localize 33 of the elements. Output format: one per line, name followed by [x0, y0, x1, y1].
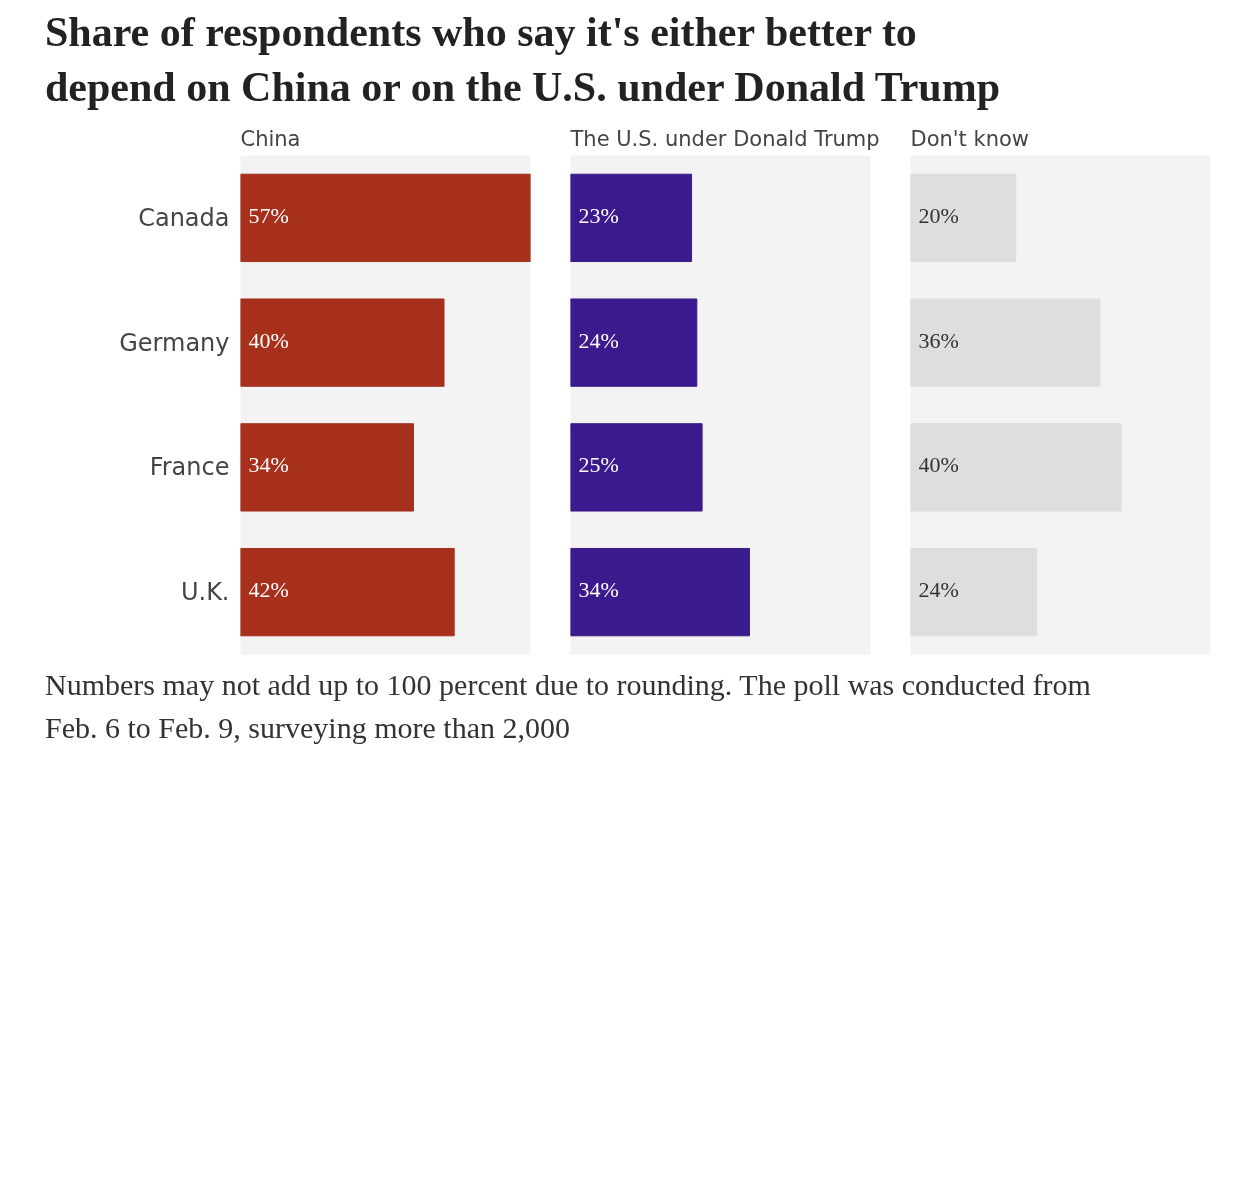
bar — [910, 423, 1122, 512]
data-label: 36% — [918, 327, 959, 353]
y-tick-label: U.K. — [180, 578, 230, 607]
data-label: 40% — [248, 327, 289, 353]
bar — [570, 423, 703, 512]
data-label: 25% — [578, 452, 619, 478]
bar — [570, 548, 750, 637]
bar — [570, 173, 693, 263]
chart-subtitle: Don't know — [910, 126, 1030, 151]
chart-subtitle: The U.S. under Donald Trump — [569, 126, 880, 151]
bar — [570, 298, 698, 387]
chart-title: Share of respondents who say it's either better to depend on China or on the U.S. under Donald Trump — [45, 8, 1001, 112]
data-label: 24% — [918, 577, 959, 603]
data-label: 42% — [248, 577, 289, 603]
data-label: 20% — [918, 203, 959, 229]
bar — [910, 173, 1017, 263]
y-tick-label: Canada — [138, 204, 230, 233]
chart-subtitle: China — [240, 126, 301, 151]
data-label: 24% — [578, 327, 619, 353]
data-label: 34% — [578, 577, 619, 603]
data-label: 57% — [248, 203, 289, 229]
data-label: 40% — [918, 452, 959, 478]
bar — [240, 298, 445, 387]
data-label: 23% — [578, 203, 619, 229]
y-tick-label: Germany — [119, 328, 230, 357]
bar — [240, 423, 414, 512]
bar — [240, 548, 455, 637]
bar — [910, 548, 1038, 637]
bar — [240, 173, 531, 263]
bar — [910, 298, 1101, 387]
data-label: 34% — [248, 452, 289, 478]
y-tick-label: France — [149, 453, 230, 482]
text: Numbers may not add up to 100 percent due to rounding. The poll was conducted from Feb. 6 to Feb. 9, surveying more than 2,000 — [45, 667, 1092, 747]
